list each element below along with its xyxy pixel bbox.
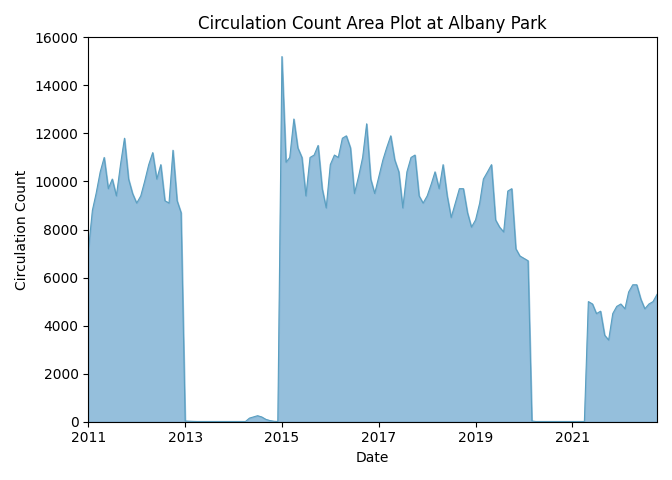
X-axis label: Date: Date (356, 451, 389, 465)
Y-axis label: Circulation Count: Circulation Count (15, 169, 29, 289)
Title: Circulation Count Area Plot at Albany Park: Circulation Count Area Plot at Albany Pa… (198, 15, 547, 33)
